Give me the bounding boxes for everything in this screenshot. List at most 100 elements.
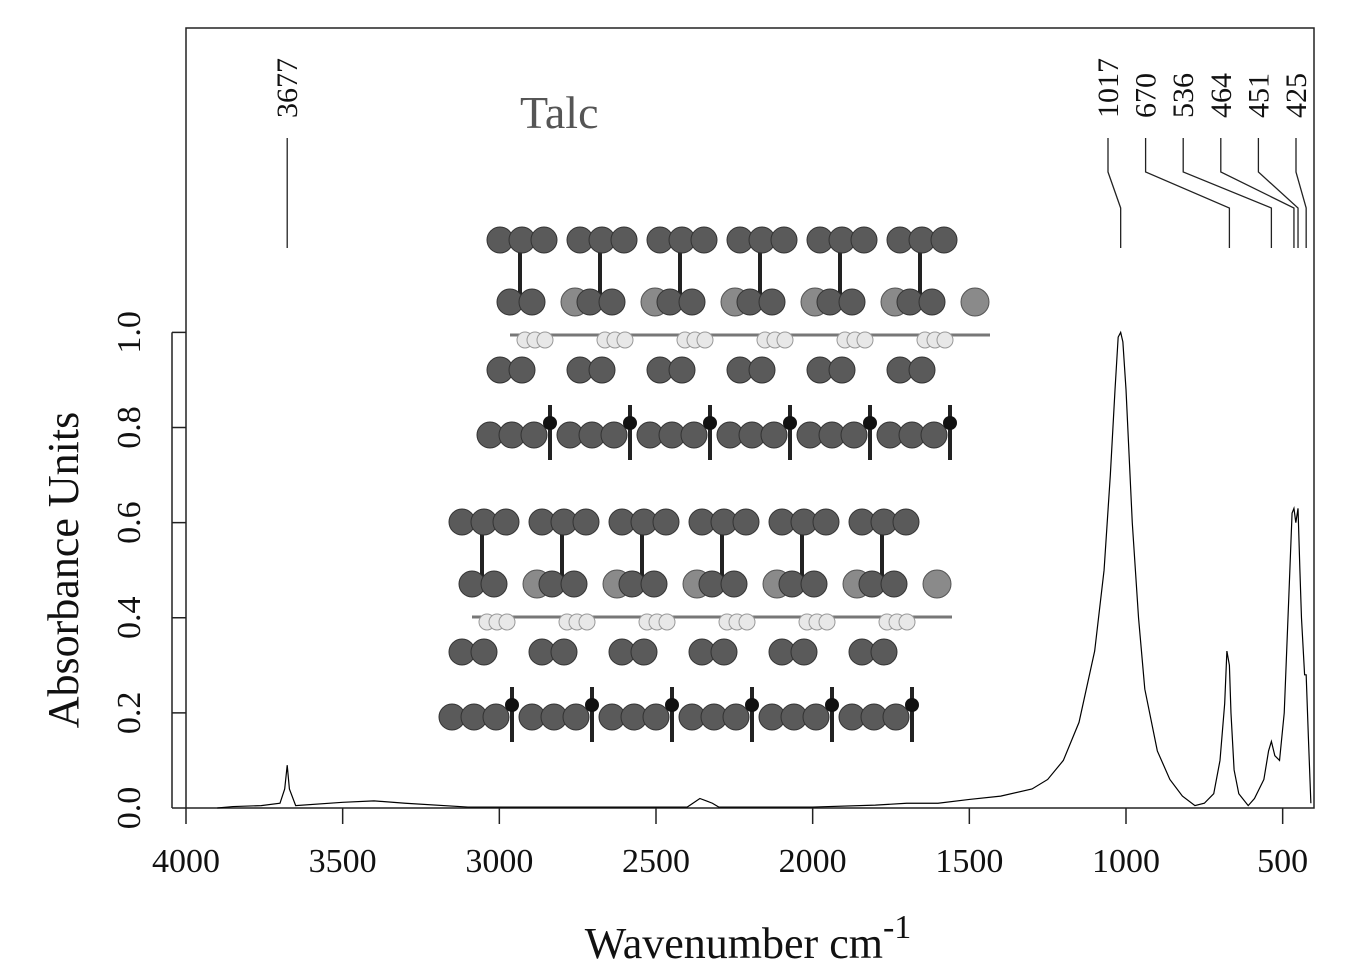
atom xyxy=(572,508,600,536)
atom xyxy=(508,356,536,384)
peak-leader xyxy=(1295,138,1307,248)
atom xyxy=(610,226,638,254)
x-tick-label: 1500 xyxy=(935,843,1003,880)
peak-leader xyxy=(1182,138,1273,248)
atom xyxy=(720,570,748,598)
atom xyxy=(828,356,856,384)
atom xyxy=(696,331,714,349)
atom xyxy=(758,288,786,316)
atom xyxy=(470,638,498,666)
atom xyxy=(668,356,696,384)
atom xyxy=(585,698,599,712)
x-tick-label: 500 xyxy=(1257,843,1308,880)
chart-title: Talc xyxy=(520,87,599,138)
atom xyxy=(863,416,877,430)
atom xyxy=(825,698,839,712)
atom xyxy=(870,638,898,666)
atom xyxy=(642,703,670,731)
atom xyxy=(776,331,794,349)
atom xyxy=(770,226,798,254)
y-tick-label: 0.4 xyxy=(111,597,148,640)
atom xyxy=(922,569,952,599)
atom xyxy=(492,508,520,536)
peak-label: 464 xyxy=(1205,73,1238,118)
atom xyxy=(812,508,840,536)
atom xyxy=(840,421,868,449)
atom xyxy=(838,288,866,316)
x-tick-label: 3500 xyxy=(309,843,377,880)
y-tick-label: 0.2 xyxy=(111,692,148,735)
atom xyxy=(892,508,920,536)
peak-leader xyxy=(1257,138,1299,248)
atom xyxy=(722,703,750,731)
atom xyxy=(905,698,919,712)
atom xyxy=(678,288,706,316)
atom xyxy=(560,570,588,598)
atom xyxy=(498,613,516,631)
atom xyxy=(898,613,916,631)
atom xyxy=(480,570,508,598)
atom xyxy=(690,226,718,254)
atom xyxy=(703,416,717,430)
atom xyxy=(630,638,658,666)
peak-leader xyxy=(1107,138,1122,248)
peak-leader xyxy=(1220,138,1295,248)
atom xyxy=(880,570,908,598)
atom xyxy=(543,416,557,430)
atom xyxy=(930,226,958,254)
y-tick-label: 1.0 xyxy=(111,311,148,354)
atom xyxy=(802,703,830,731)
plot-frame xyxy=(185,27,1315,809)
atom xyxy=(623,416,637,430)
atom xyxy=(908,356,936,384)
atom xyxy=(652,508,680,536)
atom xyxy=(562,703,590,731)
atom xyxy=(530,226,558,254)
atom xyxy=(936,331,954,349)
atom xyxy=(600,421,628,449)
atom xyxy=(578,613,596,631)
y-axis-label: Absorbance Units xyxy=(39,412,88,729)
atom xyxy=(640,570,668,598)
atom xyxy=(588,356,616,384)
peak-label: 451 xyxy=(1242,73,1275,118)
atom xyxy=(732,508,760,536)
atom xyxy=(760,421,788,449)
atom xyxy=(783,416,797,430)
atom xyxy=(850,226,878,254)
peak-leader xyxy=(1144,138,1231,248)
atom xyxy=(943,416,957,430)
peak-label: 670 xyxy=(1130,73,1163,118)
y-tick-label: 0.8 xyxy=(111,406,148,449)
peak-label: 3677 xyxy=(271,58,304,118)
atom xyxy=(536,331,554,349)
atom xyxy=(738,613,756,631)
atom xyxy=(505,698,519,712)
atom xyxy=(918,288,946,316)
x-tick-label: 2000 xyxy=(779,843,847,880)
x-tick-label: 1000 xyxy=(1092,843,1160,880)
y-tick-label: 0.0 xyxy=(111,787,148,830)
atom xyxy=(818,613,836,631)
atom xyxy=(748,356,776,384)
atom xyxy=(745,698,759,712)
x-axis-label-superscript: -1 xyxy=(883,909,911,946)
peak-label: 536 xyxy=(1167,73,1200,118)
atom xyxy=(800,570,828,598)
atom xyxy=(518,288,546,316)
spectrum-line xyxy=(217,330,1312,809)
x-axis-label-text: Wavenumber cm xyxy=(585,919,883,968)
x-tick-label: 3000 xyxy=(465,843,533,880)
atom xyxy=(616,331,634,349)
atom xyxy=(598,288,626,316)
peak-label: 425 xyxy=(1280,73,1313,118)
atom xyxy=(920,421,948,449)
atom xyxy=(665,698,679,712)
atom xyxy=(658,613,676,631)
atom xyxy=(520,421,548,449)
y-tick-label: 0.6 xyxy=(111,501,148,544)
atom xyxy=(856,331,874,349)
atom xyxy=(790,638,818,666)
x-tick-label: 2500 xyxy=(622,843,690,880)
